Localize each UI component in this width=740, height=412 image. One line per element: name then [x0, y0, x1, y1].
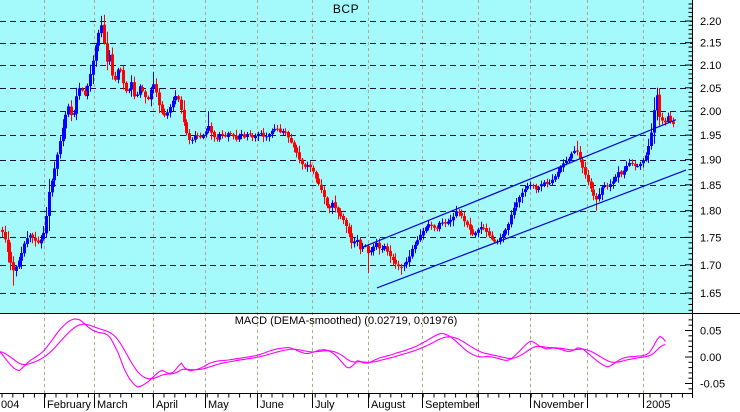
price-tick-label: 1.75	[700, 232, 721, 244]
price-tick-label: 1.95	[700, 130, 721, 142]
trendline-upper[interactable]	[362, 119, 677, 248]
macd-tick-label: 0.00	[700, 352, 721, 364]
price-axis-labels: 2.20 2.15 2.10 2.05 2.00 1.95 1.90 1.85 1.80 1.75…	[700, 16, 725, 391]
month-label: April	[156, 399, 178, 411]
month-label: July	[315, 399, 335, 411]
horizontal-price-gridlines	[0, 21, 692, 294]
price-panel[interactable]	[0, 0, 692, 313]
price-axis-ticks	[685, 3, 692, 390]
price-tick-label: 2.20	[700, 16, 721, 28]
price-tick-label: 1.85	[700, 180, 721, 192]
axes	[0, 0, 740, 398]
price-tick-label: 1.70	[700, 260, 721, 272]
month-label: 004	[1, 399, 19, 411]
macd-indicator-title: MACD (DEMA-smoothed) (0.02719, 0.01976)	[234, 315, 458, 327]
price-tick-label: 1.80	[700, 206, 721, 218]
time-axis-labels: 004 February March April May June July August Se…	[1, 399, 670, 411]
price-tick-label: 1.90	[700, 155, 721, 167]
month-label: June	[260, 399, 284, 411]
macd-line	[0, 318, 666, 388]
price-tick-label: 2.00	[700, 106, 721, 118]
month-label: November	[533, 399, 584, 411]
trendline-lower[interactable]	[376, 169, 687, 289]
month-label: 2005	[646, 399, 670, 411]
macd-panel[interactable]	[0, 313, 692, 393]
price-tick-label: 2.15	[700, 38, 721, 50]
month-label: September	[425, 399, 479, 411]
chart-title: BCP	[332, 2, 360, 16]
time-axis-ticks	[1, 393, 683, 408]
candle-wicks-down	[2, 14, 674, 286]
month-label: March	[97, 399, 128, 411]
price-tick-label: 2.10	[700, 60, 721, 72]
month-label: August	[371, 399, 405, 411]
month-label: May	[208, 399, 229, 411]
price-tick-label: 1.65	[700, 288, 721, 300]
macd-tick-label: 0.05	[700, 326, 721, 338]
candle-wicks-up	[16, 15, 669, 277]
price-tick-label: 2.05	[700, 83, 721, 95]
macd-tick-label: -0.05	[700, 379, 725, 391]
month-label: February	[47, 399, 92, 411]
